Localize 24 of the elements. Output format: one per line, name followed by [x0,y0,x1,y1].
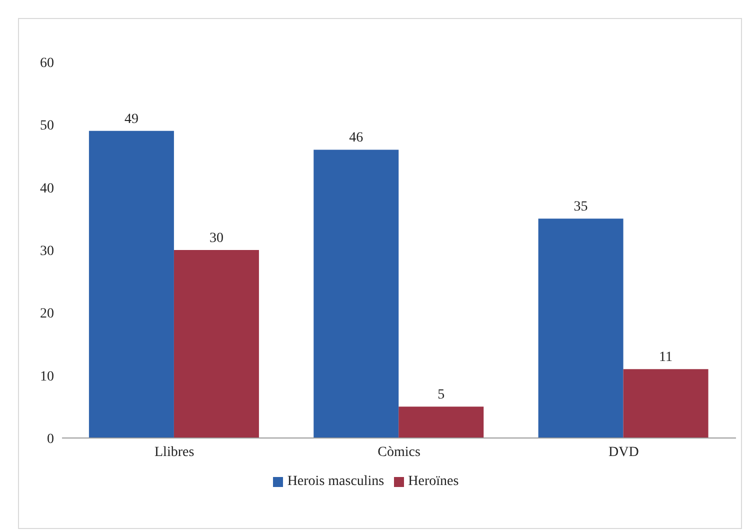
data-label: 11 [659,350,673,366]
legend-label: Herois masculins [287,474,384,489]
bar [174,250,259,438]
x-tick-label: Còmics [378,444,420,460]
bar [538,218,624,438]
y-tick-label: 20 [40,306,54,322]
bar [398,406,484,438]
y-tick-label: 50 [40,118,54,134]
y-tick-label: 10 [40,369,54,384]
data-label: 30 [209,231,224,246]
x-tick-label: Llibres [154,444,194,460]
bar [88,130,174,438]
data-label: 46 [349,130,364,146]
bar [314,150,399,438]
bar [623,369,708,438]
x-tick-label: DVD [608,444,639,460]
data-label: 5 [438,388,445,403]
legend-label: Heroïnes [408,474,459,489]
data-label: 49 [124,112,138,127]
y-tick-label: 60 [40,56,54,71]
y-tick-label: 40 [40,181,54,196]
y-tick-label: 0 [47,432,54,447]
data-label: 35 [574,200,588,215]
y-tick-label: 30 [40,244,54,259]
